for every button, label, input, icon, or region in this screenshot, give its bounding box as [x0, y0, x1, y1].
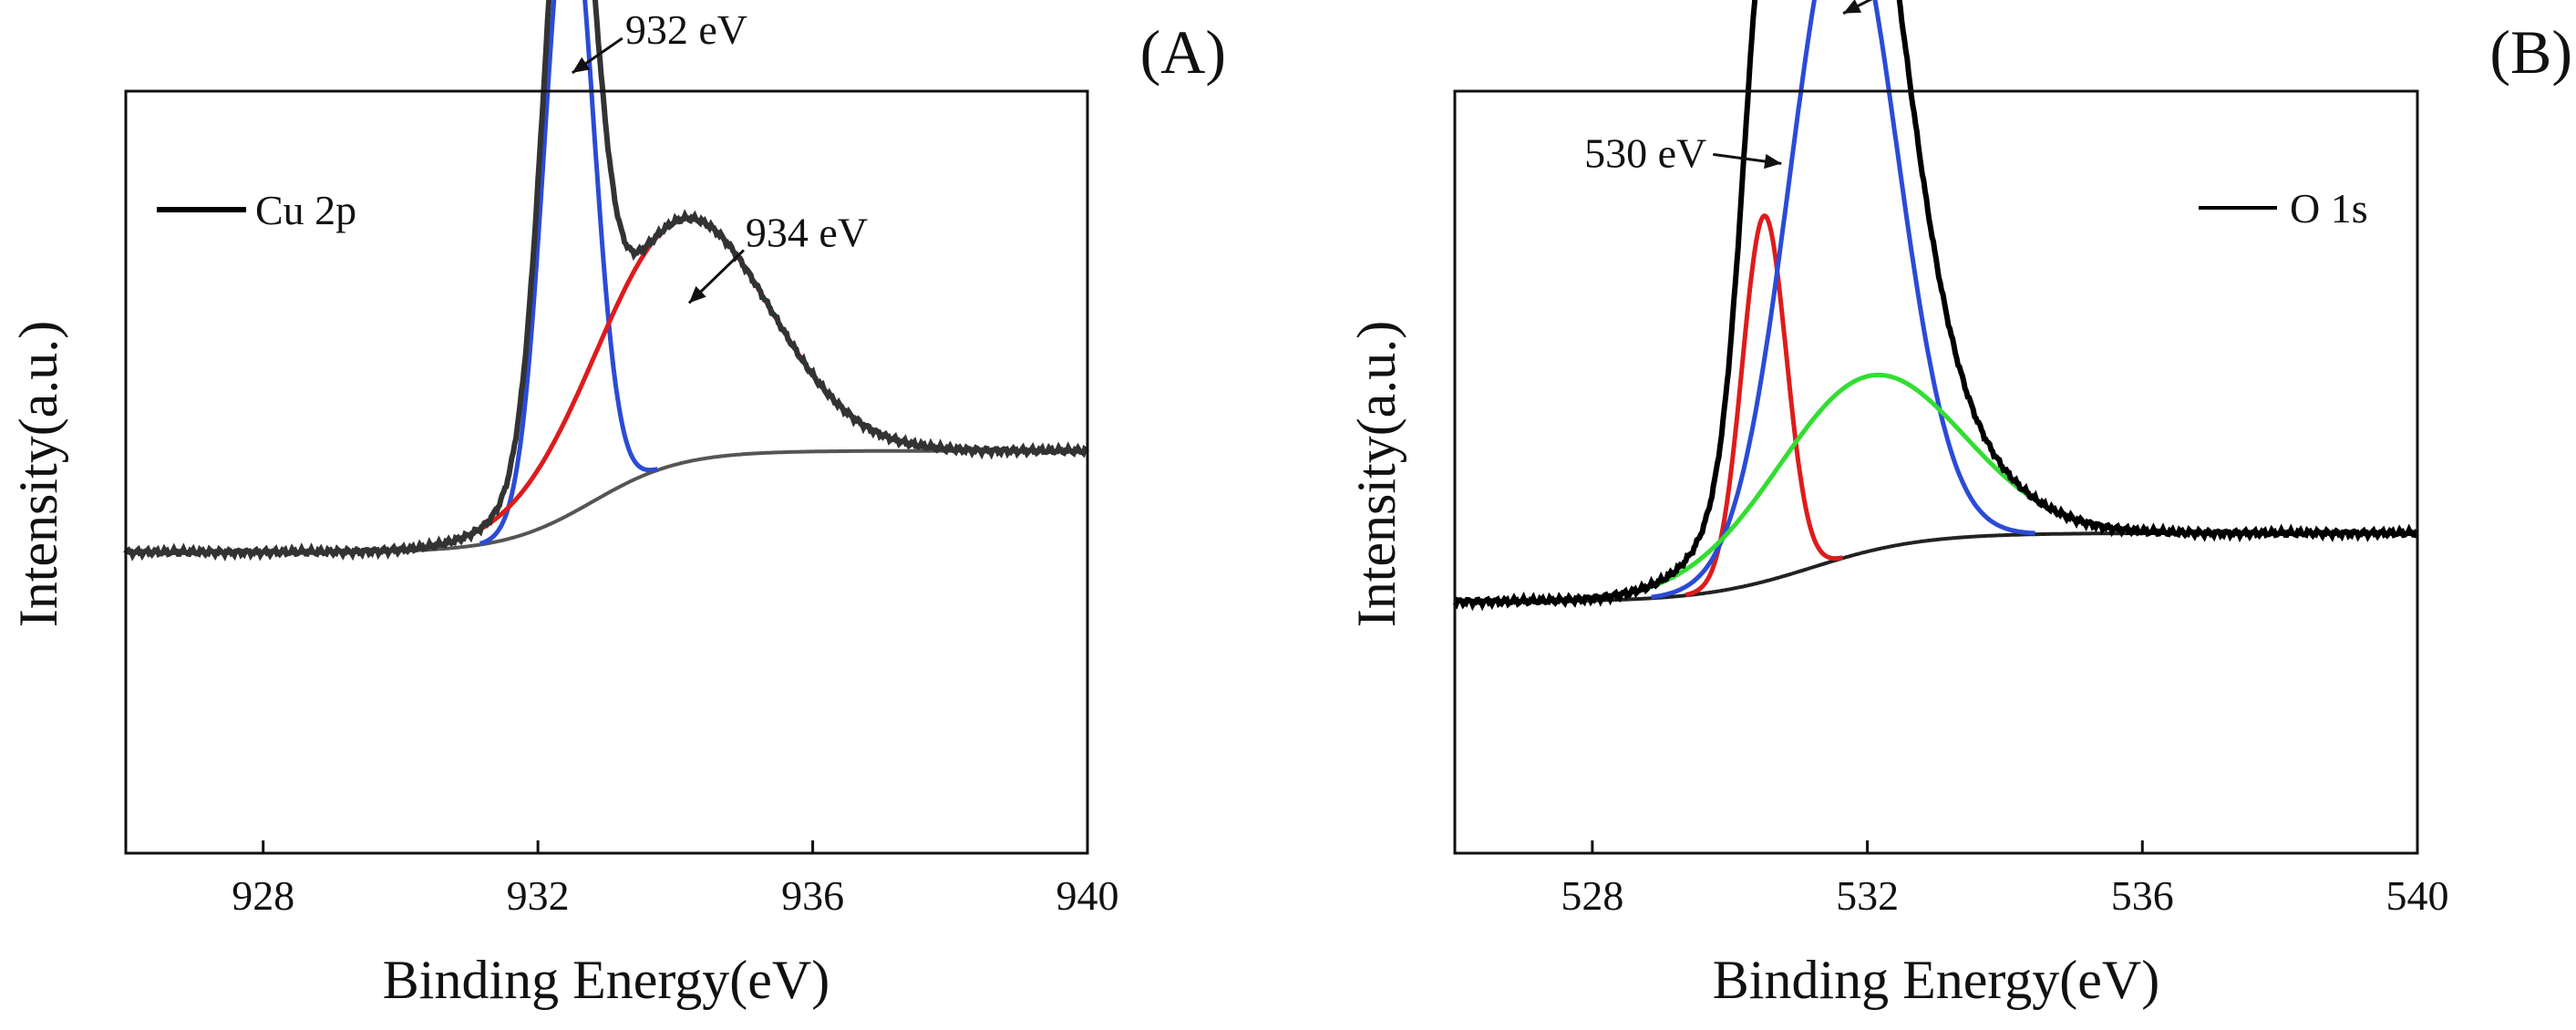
series-layer-b: [1452, 0, 2419, 612]
y-axis-title-b: Intensity(a.u.): [1346, 321, 1406, 628]
x-tick-label-a-932: 932: [507, 872, 570, 919]
baseline-curve-a: [126, 448, 1087, 554]
annotation-arrowhead-b-0: [1843, 0, 1862, 14]
panel-label-b: (B): [2489, 17, 2572, 87]
annotation-label-b-0: 531 eV: [1900, 0, 2022, 1]
x-tick-label-a-940: 940: [1056, 872, 1119, 919]
component-curve-peak-532: [1532, 372, 2202, 603]
x-tick-label-a-936: 936: [781, 872, 844, 919]
x-tick-label-a-928: 928: [232, 872, 294, 919]
panel-b: (B) 528 532 536 540 531 eV 530 eV O 1s Bindi…: [1346, 0, 2572, 1010]
envelope-curve-a: [123, 0, 1089, 561]
x-axis-title-b: Binding Energy(eV): [1713, 950, 2159, 1010]
y-axis-title-a: Intensity(a.u.): [8, 321, 68, 628]
annotations-a: 932 eV 934 eV: [571, 6, 868, 304]
x-tick-label-b-532: 532: [1836, 872, 1899, 919]
plot-frame-b: [1453, 89, 2419, 855]
series-layer-a: [123, 0, 1089, 561]
plot-frame-a: [124, 89, 1089, 855]
annotation-label-b-1: 530 eV: [1584, 129, 1706, 176]
component-curve-peak-531: [1651, 0, 2035, 600]
annotations-b: 531 eV 530 eV: [1584, 0, 2022, 176]
x-ticks-b: 528 532 536 540: [1561, 840, 2449, 919]
x-tick-label-b-536: 536: [2111, 872, 2174, 919]
baseline-curve-b: [1455, 530, 2417, 603]
component-curve-peak-932: [479, 0, 658, 546]
annotation-arrowhead-b-1: [1764, 153, 1782, 170]
component-curve-peak-934: [373, 216, 992, 554]
annotation-label-a-0: 932 eV: [625, 6, 747, 53]
panel-label-a: (A): [1140, 17, 1226, 87]
legend-label-cu2p: Cu 2p: [255, 187, 356, 233]
x-tick-label-b-528: 528: [1561, 872, 1623, 919]
x-axis-title-a: Binding Energy(eV): [383, 950, 829, 1010]
component-curve-peak-530: [1685, 212, 1843, 598]
annotation-arrowhead-a-0: [572, 57, 591, 73]
legend-label-o1s: O 1s: [2290, 185, 2368, 232]
annotation-arrowhead-a-1: [688, 285, 706, 304]
envelope-curve-b: [1452, 0, 2419, 612]
x-ticks-a: 928 932 936 940: [232, 840, 1119, 919]
panel-a: (A) 928 932 936 940 932 eV 934 eV Cu 2p Bind…: [8, 0, 1226, 1010]
annotation-label-a-1: 934 eV: [746, 209, 868, 255]
x-tick-label-b-540: 540: [2386, 872, 2449, 919]
